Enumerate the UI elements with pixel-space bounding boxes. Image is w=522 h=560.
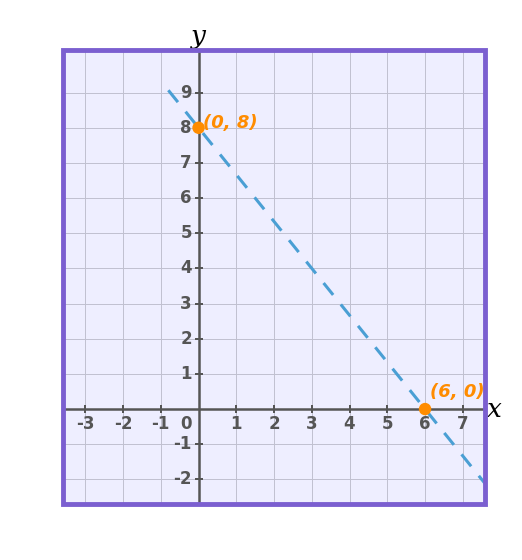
Text: 1: 1 bbox=[231, 416, 242, 433]
Text: 3: 3 bbox=[306, 416, 317, 433]
Text: -1: -1 bbox=[151, 416, 170, 433]
Text: -2: -2 bbox=[173, 470, 192, 488]
Text: -3: -3 bbox=[76, 416, 94, 433]
Text: y: y bbox=[191, 24, 206, 49]
Text: 7: 7 bbox=[180, 154, 192, 172]
Text: x: x bbox=[488, 396, 502, 422]
Text: 0: 0 bbox=[180, 416, 192, 433]
Text: (6, 0): (6, 0) bbox=[430, 382, 484, 401]
Text: 2: 2 bbox=[180, 330, 192, 348]
Text: 4: 4 bbox=[180, 259, 192, 277]
Text: 4: 4 bbox=[344, 416, 355, 433]
Text: 9: 9 bbox=[180, 83, 192, 101]
Text: (0, 8): (0, 8) bbox=[204, 114, 258, 132]
Text: -1: -1 bbox=[173, 435, 192, 453]
Point bbox=[194, 123, 203, 132]
Text: 2: 2 bbox=[268, 416, 280, 433]
Text: 5: 5 bbox=[382, 416, 393, 433]
Point bbox=[421, 404, 429, 413]
Text: 3: 3 bbox=[180, 295, 192, 312]
Text: 6: 6 bbox=[419, 416, 431, 433]
Text: -2: -2 bbox=[114, 416, 132, 433]
Text: 6: 6 bbox=[180, 189, 192, 207]
Text: 5: 5 bbox=[180, 224, 192, 242]
Text: 1: 1 bbox=[180, 365, 192, 383]
Text: 8: 8 bbox=[180, 119, 192, 137]
Text: 7: 7 bbox=[457, 416, 469, 433]
